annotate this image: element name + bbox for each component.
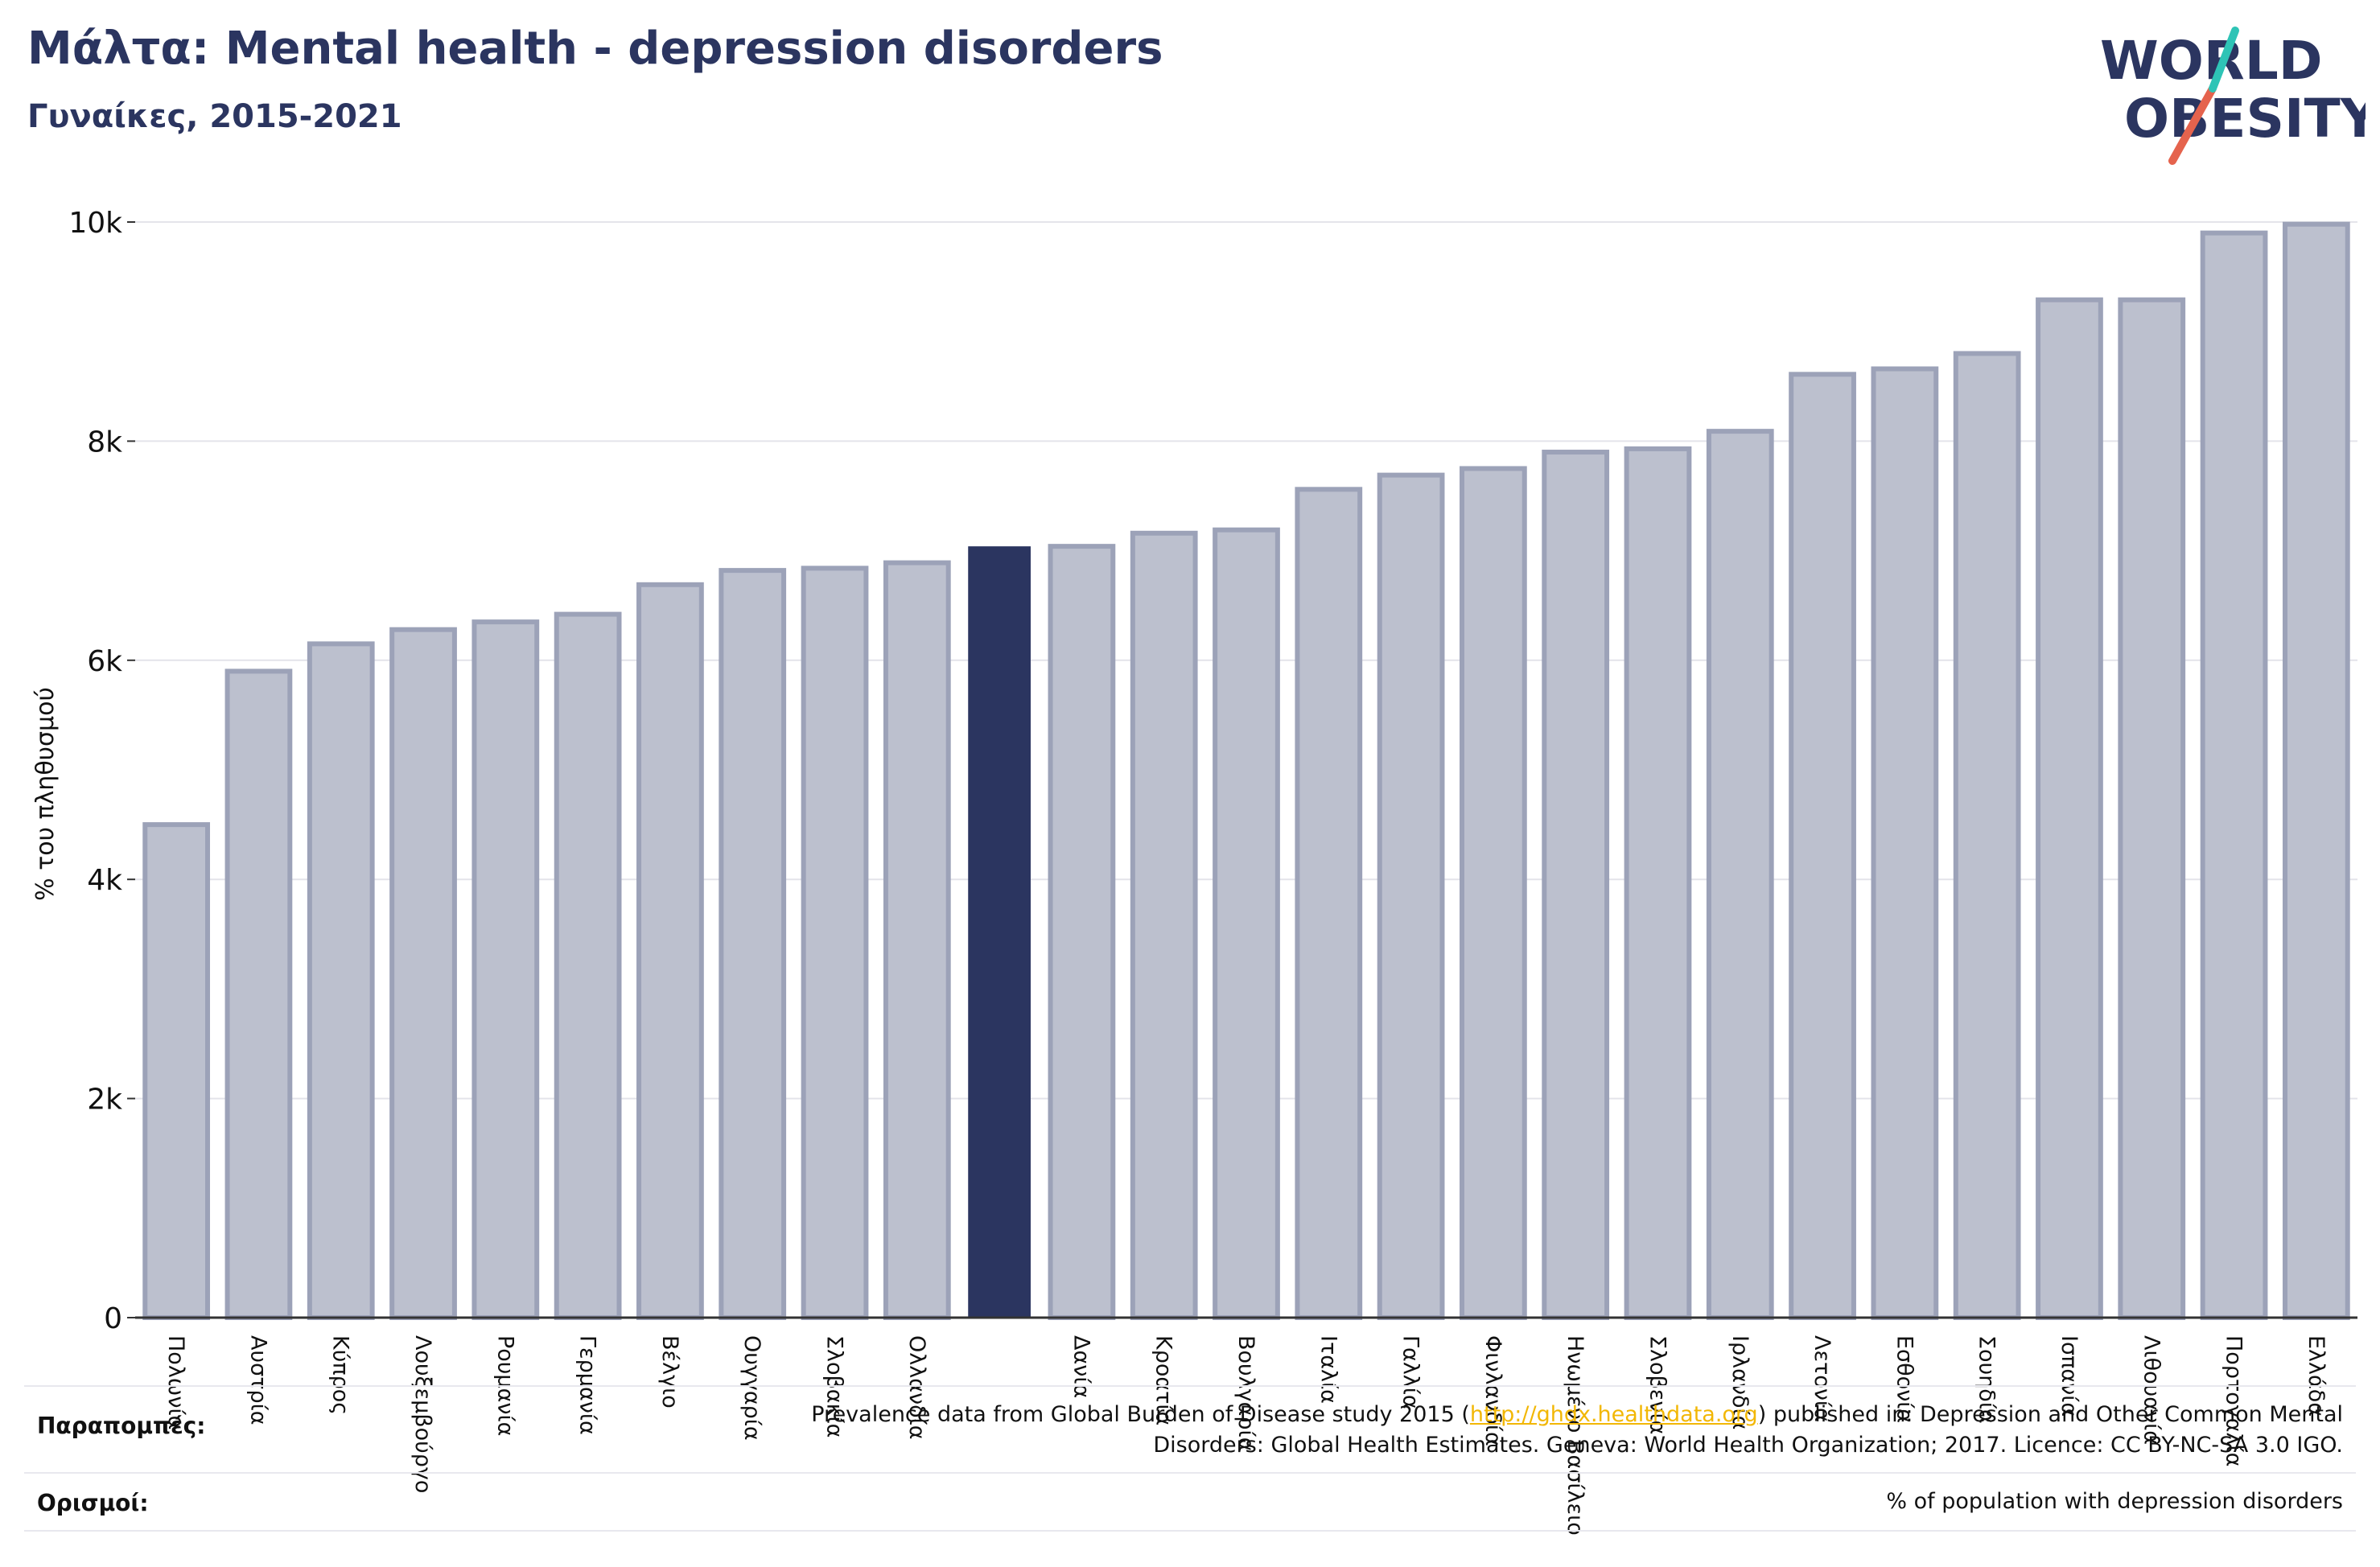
logo-slash-red: [2168, 84, 2217, 165]
y-tick-label: 0: [104, 1302, 122, 1335]
bar: [1624, 446, 1692, 1321]
x-tick-label: Ελλάδα: [2304, 1335, 2329, 1417]
x-tick-label: Ιρλανδία: [1727, 1335, 1752, 1429]
logo-slash-teal: [2209, 27, 2239, 93]
bar: [801, 566, 869, 1320]
bar: [636, 582, 704, 1320]
bar: [389, 627, 457, 1320]
x-tick-label: Λιθουανία: [2139, 1335, 2164, 1445]
y-tick-label: 10k: [68, 207, 122, 240]
y-axis-label: % του πληθυσμού: [31, 687, 60, 901]
definitions-text: % of population with depression disorder…: [1886, 1489, 2343, 1514]
bar: [1130, 530, 1198, 1320]
bar: [1542, 450, 1610, 1320]
world-obesity-logo: WORLD OBESITY: [2100, 27, 2366, 165]
bar: [554, 611, 622, 1320]
bar: [1706, 429, 1774, 1321]
references-link[interactable]: http://ghdx.healthdata.org: [1469, 1402, 1758, 1427]
bar: [1213, 527, 1280, 1320]
bar: [1871, 366, 1939, 1320]
y-tick-label: 6k: [87, 645, 122, 678]
bar-highlight: [968, 546, 1031, 1318]
definitions-row: Ορισμοί: % of population with depression…: [24, 1472, 2356, 1532]
x-tick-label: Δανία: [1069, 1335, 1093, 1398]
x-tick-label: Πολωνία: [163, 1335, 188, 1429]
chart-title: Μάλτα: Mental health - depression disord…: [27, 23, 1163, 75]
x-tick-label: Γερμανία: [575, 1335, 600, 1435]
x-tick-label: Ισπανία: [2057, 1335, 2081, 1417]
references-text-part3: Disorders: Global Health Estimates. Gene…: [1153, 1433, 2343, 1458]
bars: [142, 221, 2350, 1321]
x-tick-label: Ολλανδία: [904, 1335, 929, 1440]
y-axis-ticks: 0 2k 4k 6k 8k 10k: [68, 207, 135, 1335]
references-text-part1: Prevalence data from Global Burden of Di…: [811, 1402, 1470, 1427]
x-tick-label: Γαλλία: [1398, 1335, 1423, 1409]
x-tick-label: Λουξεμβούργο: [410, 1335, 435, 1493]
x-tick-label: Αυστρία: [245, 1335, 270, 1425]
bar: [2282, 221, 2350, 1320]
bar: [1460, 466, 1527, 1321]
x-tick-label: Σουηδία: [1974, 1335, 1999, 1424]
definitions-label: Ορισμοί:: [37, 1490, 149, 1516]
bar: [1953, 351, 2021, 1321]
bar: [2118, 297, 2186, 1320]
x-tick-label: Λετονία: [1810, 1335, 1834, 1422]
x-tick-label: Πορτογαλία: [2221, 1335, 2246, 1466]
chart-subtitle: Γυναίκες, 2015-2021: [27, 98, 402, 135]
bar: [307, 641, 375, 1320]
x-tick-label: Κροατία: [1151, 1335, 1176, 1425]
y-tick-label: 4k: [87, 864, 122, 897]
x-tick-label: Βουλγαρία: [1233, 1335, 1258, 1452]
bar: [883, 560, 951, 1320]
x-tick-label: Ηνωμένο Βασίλειο: [1563, 1335, 1587, 1536]
bar: [2036, 297, 2103, 1320]
bar: [471, 619, 540, 1320]
x-tick-label: Βέλγιο: [657, 1335, 682, 1409]
x-tick-label: Ουγγαρία: [739, 1335, 764, 1441]
y-tick-label: 2k: [87, 1084, 122, 1117]
logo-word-obesity: OBESITY: [2124, 88, 2366, 150]
references-row: Παραπομπές: Prevalence data from Global …: [24, 1385, 2356, 1474]
x-tick-label: Φινλανδία: [1480, 1335, 1505, 1446]
bar: [224, 668, 293, 1320]
x-tick-label: Κύπρος: [328, 1335, 353, 1415]
bar: [1295, 487, 1363, 1320]
bar: [1789, 372, 1856, 1320]
x-tick-label: Σλοβενία: [1645, 1335, 1670, 1434]
bar: [142, 822, 211, 1320]
bar: [719, 568, 787, 1320]
references-text-part2: ) published in: Depression and Other Com…: [1757, 1402, 2343, 1427]
footer: Παραπομπές: Prevalence data from Global …: [24, 1385, 2356, 1546]
x-tick-label: Ιταλία: [1316, 1335, 1340, 1404]
y-tick-label: 8k: [87, 426, 122, 459]
x-tick-label: Εσθονία: [1892, 1335, 1917, 1423]
bar: [2200, 230, 2268, 1320]
bar: [1377, 472, 1445, 1321]
references-text: Prevalence data from Global Burden of Di…: [412, 1400, 2343, 1461]
bar: [1048, 544, 1116, 1320]
references-label: Παραπομπές:: [37, 1413, 206, 1439]
